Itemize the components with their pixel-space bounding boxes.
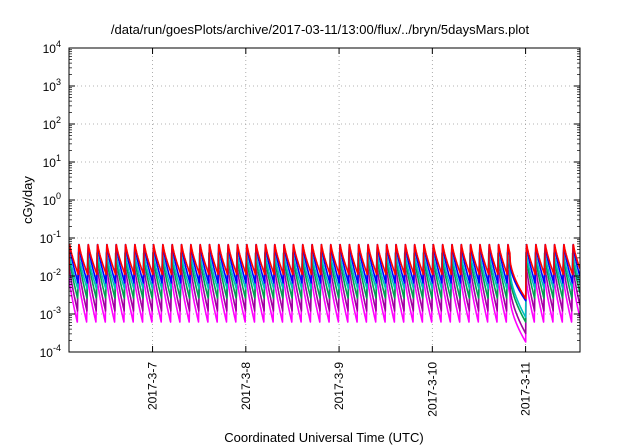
y-tick-label: 10-2 [40,267,61,284]
x-tick-label: 2017-3-9 [332,362,346,410]
x-tick-label: 2017-3-8 [239,362,253,410]
chart-title: /data/run/goesPlots/archive/2017-03-11/1… [111,22,530,37]
y-tick-label: 10-3 [40,305,61,322]
y-tick-label: 10-1 [40,229,61,246]
y-axis-label: cGy/day [20,176,35,224]
x-tick-label: 2017-3-11 [519,362,533,416]
series-line [69,262,580,335]
series-line [69,274,580,343]
series-line [69,251,580,319]
y-tick-label: 101 [43,153,61,170]
grid [69,48,580,352]
x-axis-label: Coordinated Universal Time (UTC) [224,430,423,445]
y-tick-label: 104 [43,39,61,56]
series-line [69,252,580,323]
series-group [69,243,580,343]
x-tick-label: 2017-3-10 [425,362,439,417]
x-tick-label: 2017-3-7 [146,362,160,410]
y-axis: 10-4 10-3 10-2 10-1 100 101 102 103 104 [40,39,580,360]
y-tick-label: 102 [43,115,61,132]
y-tick-label: 100 [43,191,61,208]
y-tick-label: 10-4 [40,343,61,360]
x-axis: 2017-3-7 2017-3-8 2017-3-9 2017-3-10 2017-3-… [146,48,533,417]
y-tick-label: 103 [43,77,61,94]
series-line [69,243,580,300]
